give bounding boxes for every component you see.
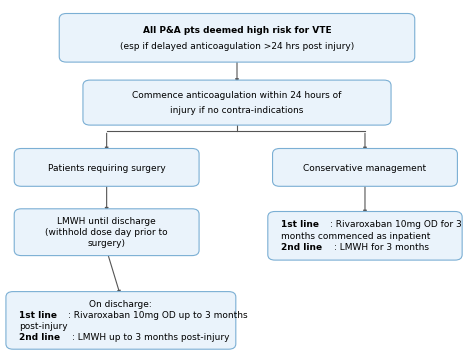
FancyBboxPatch shape xyxy=(268,211,462,260)
Text: : LMWH for 3 months: : LMWH for 3 months xyxy=(334,243,428,252)
FancyBboxPatch shape xyxy=(273,148,457,186)
Text: 2nd line: 2nd line xyxy=(281,243,322,252)
Text: post-injury: post-injury xyxy=(18,322,67,331)
Text: On discharge:: On discharge: xyxy=(90,300,152,309)
FancyBboxPatch shape xyxy=(83,80,391,125)
Text: : LMWH up to 3 months post-injury: : LMWH up to 3 months post-injury xyxy=(72,333,229,342)
Text: 1st line: 1st line xyxy=(281,220,319,229)
Text: (withhold dose day prior to: (withhold dose day prior to xyxy=(46,228,168,237)
Text: LMWH until discharge: LMWH until discharge xyxy=(57,217,156,226)
Text: months commenced as inpatient: months commenced as inpatient xyxy=(281,232,430,241)
Text: 2nd line: 2nd line xyxy=(18,333,60,342)
FancyBboxPatch shape xyxy=(59,13,415,62)
Text: surgery): surgery) xyxy=(88,239,126,248)
Text: 1st line: 1st line xyxy=(18,311,57,320)
Text: (esp if delayed anticoagulation >24 hrs post injury): (esp if delayed anticoagulation >24 hrs … xyxy=(120,42,354,51)
Text: Commence anticoagulation within 24 hours of: Commence anticoagulation within 24 hours… xyxy=(132,91,342,100)
Text: : Rivaroxaban 10mg OD up to 3 months: : Rivaroxaban 10mg OD up to 3 months xyxy=(68,311,247,320)
Text: Patients requiring surgery: Patients requiring surgery xyxy=(48,164,165,173)
Text: injury if no contra-indications: injury if no contra-indications xyxy=(170,106,304,115)
Text: Conservative management: Conservative management xyxy=(303,164,427,173)
FancyBboxPatch shape xyxy=(14,209,199,256)
FancyBboxPatch shape xyxy=(6,292,236,349)
Text: : Rivaroxaban 10mg OD for 3: : Rivaroxaban 10mg OD for 3 xyxy=(329,220,461,229)
FancyBboxPatch shape xyxy=(14,148,199,186)
Text: All P&A pts deemed high risk for VTE: All P&A pts deemed high risk for VTE xyxy=(143,26,331,35)
